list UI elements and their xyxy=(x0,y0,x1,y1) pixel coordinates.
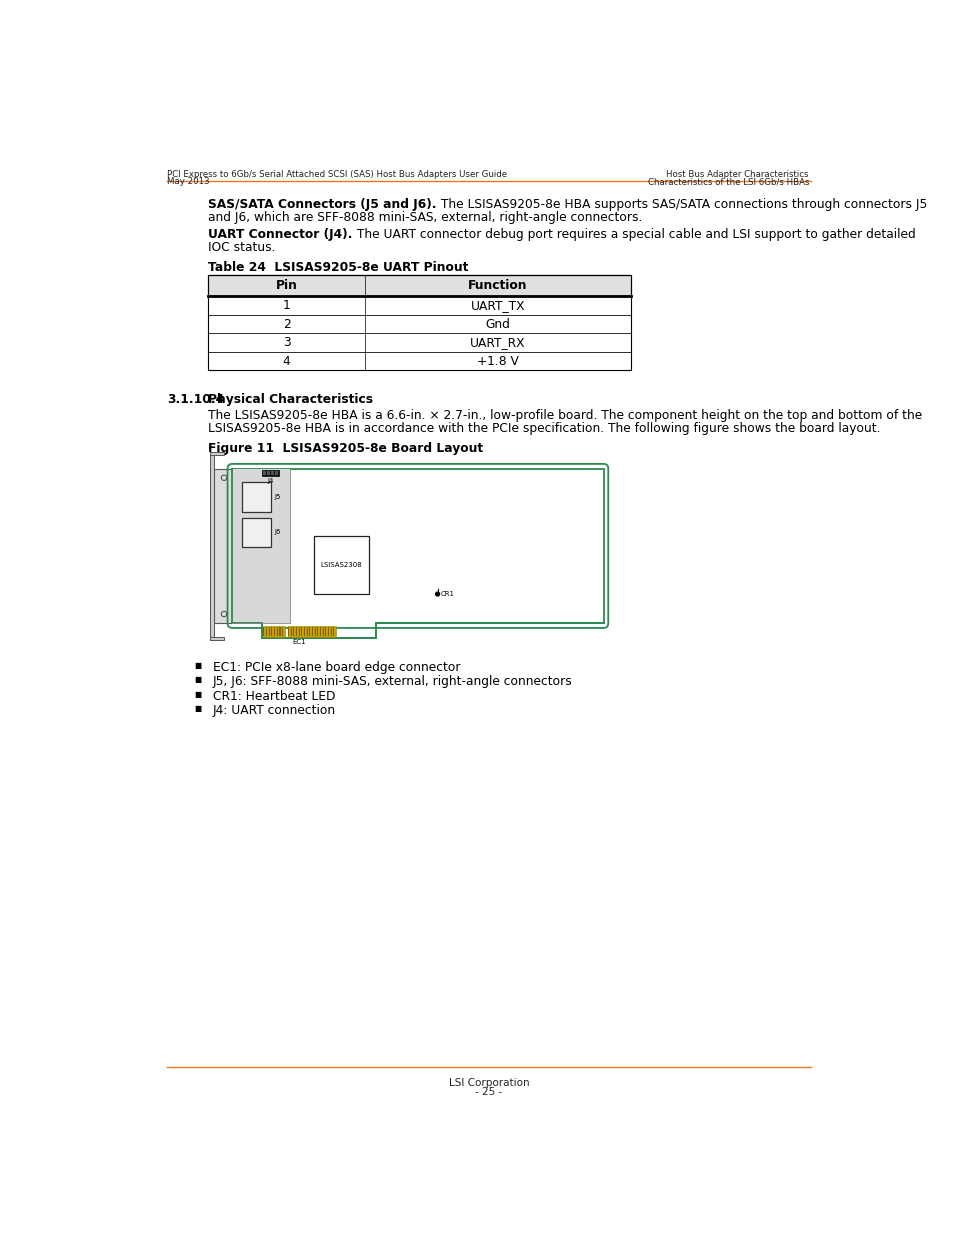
Bar xyxy=(319,627,321,636)
Text: ■: ■ xyxy=(194,704,201,713)
Bar xyxy=(232,469,290,622)
Text: J4: J4 xyxy=(267,478,274,484)
Text: J5: J5 xyxy=(274,494,280,500)
Bar xyxy=(325,627,326,636)
Bar xyxy=(271,627,273,636)
Text: ■: ■ xyxy=(194,676,201,684)
Text: Figure 11  LSISAS9205-8e Board Layout: Figure 11 LSISAS9205-8e Board Layout xyxy=(208,442,483,454)
Bar xyxy=(314,536,369,594)
Text: LSISAS2308: LSISAS2308 xyxy=(320,562,362,568)
Bar xyxy=(312,627,313,636)
Bar xyxy=(208,333,630,352)
Bar xyxy=(291,627,292,636)
Bar xyxy=(208,352,630,370)
Text: and J6, which are SFF-8088 mini-SAS, external, right-angle connectors.: and J6, which are SFF-8088 mini-SAS, ext… xyxy=(208,211,642,224)
Bar xyxy=(282,627,283,636)
Bar xyxy=(288,626,335,637)
Text: Gnd: Gnd xyxy=(485,317,510,331)
Text: - 25 -: - 25 - xyxy=(475,1087,502,1097)
Bar xyxy=(333,627,335,636)
Bar xyxy=(210,452,214,640)
Bar xyxy=(322,627,323,636)
Bar xyxy=(298,627,299,636)
Text: SAS/SATA Connectors (J5 and J6).: SAS/SATA Connectors (J5 and J6). xyxy=(208,199,436,211)
Bar xyxy=(210,452,224,454)
Text: J5, J6: SFF-8088 mini-SAS, external, right-angle connectors: J5, J6: SFF-8088 mini-SAS, external, rig… xyxy=(213,676,572,688)
Text: J6: J6 xyxy=(274,530,280,536)
Bar xyxy=(288,627,289,636)
Bar xyxy=(263,627,264,636)
Bar xyxy=(295,627,296,636)
Bar xyxy=(269,627,270,636)
Text: The LSISAS9205-8e HBA is a 6.6-in. × 2.7-in., low-profile board. The component h: The LSISAS9205-8e HBA is a 6.6-in. × 2.7… xyxy=(208,409,922,422)
Text: EC1: PCIe x8-lane board edge connector: EC1: PCIe x8-lane board edge connector xyxy=(213,661,460,674)
Bar xyxy=(293,627,294,636)
Text: The LSISAS9205-8e HBA supports SAS/SATA connections through connectors J5: The LSISAS9205-8e HBA supports SAS/SATA … xyxy=(436,199,926,211)
Text: The UART connector debug port requires a special cable and LSI support to gather: The UART connector debug port requires a… xyxy=(353,228,915,241)
Text: Characteristics of the LSI 6Gb/s HBAs: Characteristics of the LSI 6Gb/s HBAs xyxy=(647,178,808,186)
Bar xyxy=(214,468,233,624)
Text: J4: UART connection: J4: UART connection xyxy=(213,704,335,716)
Text: LSISAS9205-8e HBA is in accordance with the PCIe specification. The following fi: LSISAS9205-8e HBA is in accordance with … xyxy=(208,421,880,435)
Bar xyxy=(267,471,270,475)
Text: Pin: Pin xyxy=(275,279,297,293)
Bar xyxy=(261,471,278,477)
Bar xyxy=(266,627,267,636)
Bar xyxy=(208,315,630,333)
Text: UART Connector (J4).: UART Connector (J4). xyxy=(208,228,353,241)
Text: 3: 3 xyxy=(282,336,290,350)
Text: 1: 1 xyxy=(282,299,290,312)
Text: EC1: EC1 xyxy=(293,640,306,646)
Text: IOC status.: IOC status. xyxy=(208,241,275,253)
Bar xyxy=(210,637,224,640)
Text: May 2013: May 2013 xyxy=(167,178,210,186)
Bar xyxy=(279,627,280,636)
Text: ■: ■ xyxy=(194,689,201,699)
Bar xyxy=(263,626,285,637)
Text: UART_TX: UART_TX xyxy=(470,299,524,312)
Bar xyxy=(208,275,630,296)
Polygon shape xyxy=(232,468,603,638)
Text: LSI Corporation: LSI Corporation xyxy=(448,1078,529,1088)
Text: Table 24  LSISAS9205-8e UART Pinout: Table 24 LSISAS9205-8e UART Pinout xyxy=(208,261,468,274)
Bar xyxy=(314,627,315,636)
Bar xyxy=(304,627,305,636)
Text: 3.1.10.4: 3.1.10.4 xyxy=(167,394,224,406)
Text: Host Bus Adapter Characteristics: Host Bus Adapter Characteristics xyxy=(666,169,808,179)
Text: CR1: CR1 xyxy=(440,592,455,597)
Bar xyxy=(271,471,274,475)
Bar xyxy=(263,471,266,475)
Text: +1.8 V: +1.8 V xyxy=(476,354,518,368)
Bar xyxy=(331,627,332,636)
Bar xyxy=(306,627,308,636)
Text: PCI Express to 6Gb/s Serial Attached SCSI (SAS) Host Bus Adapters User Guide: PCI Express to 6Gb/s Serial Attached SCS… xyxy=(167,169,507,179)
Text: CR1: Heartbeat LED: CR1: Heartbeat LED xyxy=(213,689,335,703)
Text: ■: ■ xyxy=(194,661,201,671)
Bar xyxy=(241,483,271,511)
Bar xyxy=(309,627,310,636)
Bar xyxy=(276,627,277,636)
Circle shape xyxy=(436,592,439,597)
Bar xyxy=(274,471,277,475)
Bar xyxy=(208,275,630,370)
Text: Function: Function xyxy=(468,279,527,293)
Bar xyxy=(328,627,329,636)
Text: UART_RX: UART_RX xyxy=(470,336,525,350)
Text: 4: 4 xyxy=(282,354,290,368)
Bar xyxy=(241,517,271,547)
Text: Physical Characteristics: Physical Characteristics xyxy=(208,394,373,406)
Text: 2: 2 xyxy=(282,317,290,331)
Bar xyxy=(317,627,318,636)
Bar xyxy=(301,627,302,636)
Bar xyxy=(208,296,630,315)
